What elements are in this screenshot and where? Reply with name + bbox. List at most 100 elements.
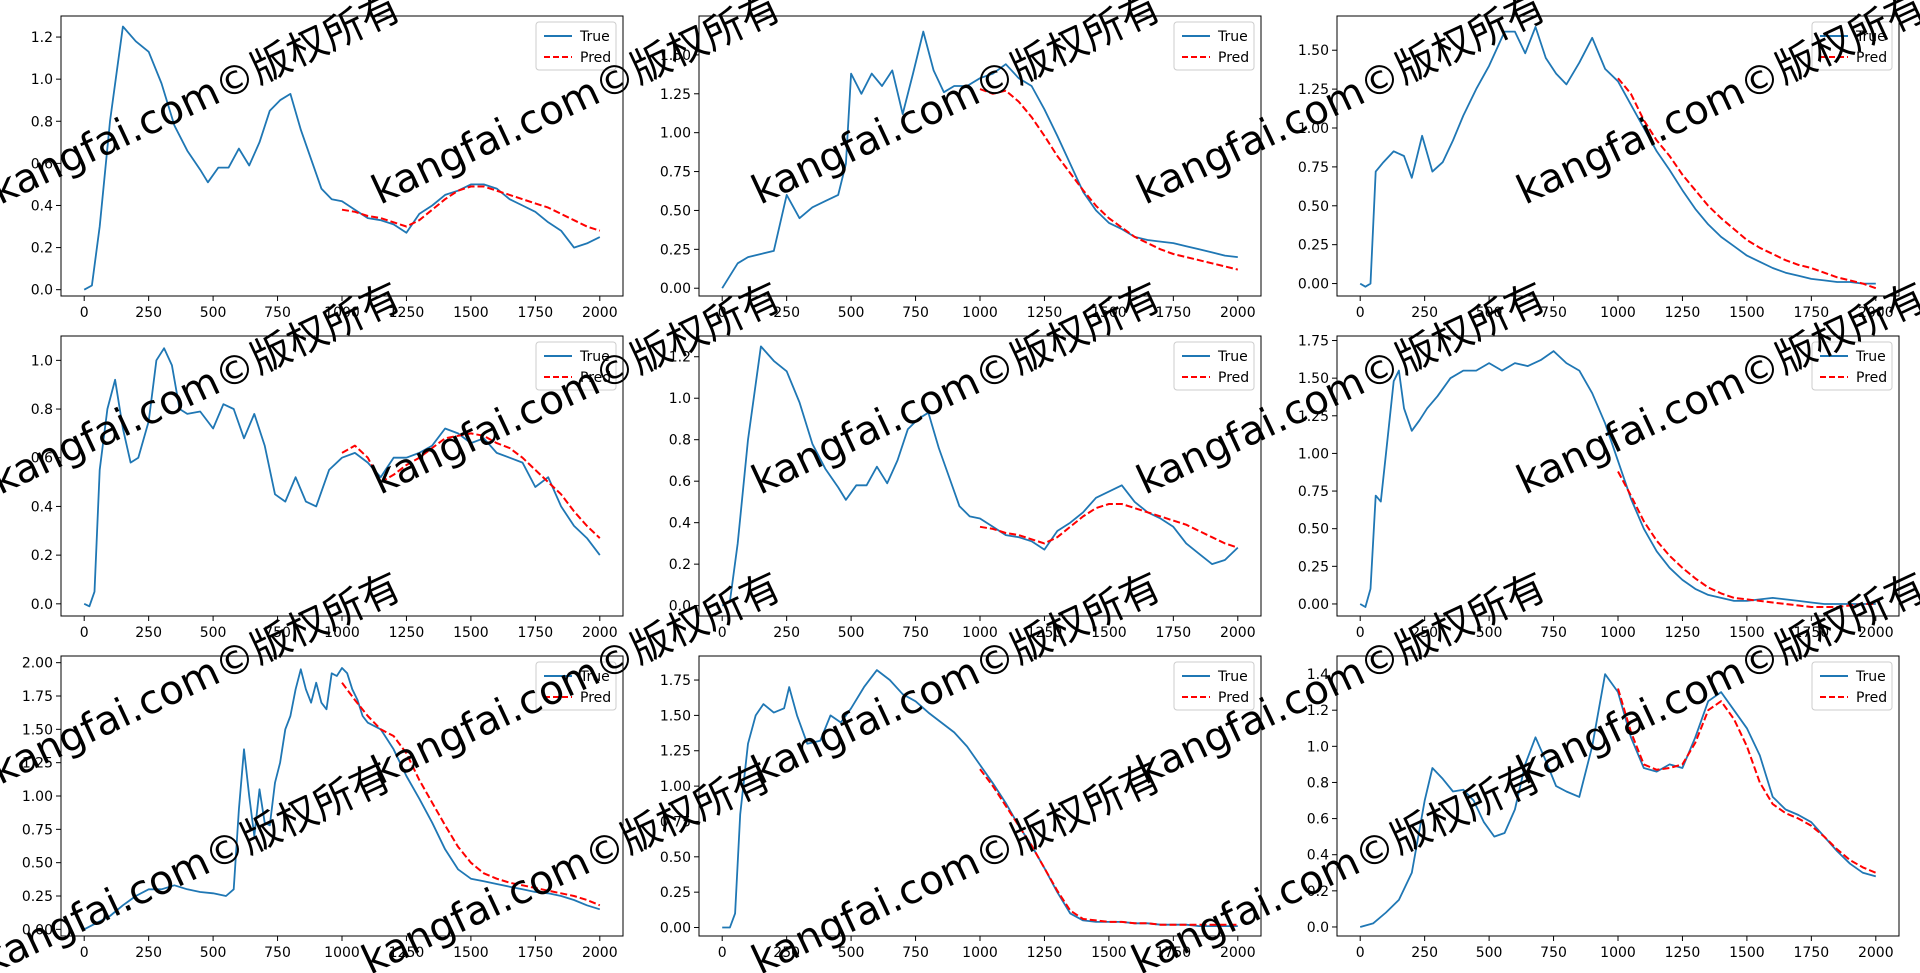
series-group [721,345,1239,607]
subplot-9: 0 250 500 750 1000 1250 1500 1750 2000 0.0 0.2 0.4 0… [1307,655,1900,961]
x-tick-label: 0 [718,945,727,961]
y-tick-label: 1.00 [22,789,53,805]
subplot-7: 0 250 500 750 1000 1250 1500 1750 2000 0.00 0.25 0.… [22,655,624,961]
x-tick-label: 1250 [1027,625,1063,641]
y-tick-label: 1.0 [31,72,53,88]
y-tick-label: 0.8 [669,433,691,449]
y-tick-label: 1.2 [1307,703,1329,719]
x-tick-label: 250 [1411,625,1438,641]
series-line-true [721,345,1239,607]
y-tick-label: 0.0 [31,597,53,613]
x-tick-label: 1500 [453,305,489,321]
axes-frame [1336,15,1900,297]
legend: True Pred [1173,661,1255,711]
x-tick-label: 500 [200,945,227,961]
x-tick-label: 1500 [1729,945,1765,961]
y-tick-label: 1.75 [22,689,53,705]
y-tick-label: 1.75 [1298,334,1329,350]
x-tick-label: 1000 [324,305,360,321]
x-tick-label: 1250 [389,945,425,961]
y-tick-label: 1.2 [669,350,691,366]
y-tick-label: 1.25 [660,87,691,103]
legend-label-pred: Pred [580,690,611,706]
x-tick-label: 1250 [1665,945,1701,961]
y-tick-label: 0.00 [22,922,53,938]
x-tick-label: 750 [1540,945,1567,961]
y-tick-label: 1.75 [660,673,691,689]
series-group [1359,25,1877,290]
legend-label-pred: Pred [1218,50,1249,66]
x-tick-label: 250 [773,945,800,961]
x-tick-label: 1500 [1729,305,1765,321]
series-group [83,25,601,291]
y-tick-label: 0.00 [1298,277,1329,293]
y-tick-label: 1.25 [660,744,691,760]
y-tick-label: 1.00 [660,779,691,795]
x-tick-label: 1000 [962,945,998,961]
x-tick-label: 1250 [1665,305,1701,321]
x-tick-label: 1000 [962,305,998,321]
series-line-pred [1617,688,1877,874]
x-tick-label: 1750 [518,625,554,641]
y-tick-label: 0.25 [22,889,53,905]
x-tick-label: 750 [1540,625,1567,641]
y-tick-label: 1.2 [31,30,53,46]
x-tick-label: 2000 [582,305,618,321]
y-tick-label: 0.2 [31,241,53,257]
y-tick-label: 0.75 [660,814,691,830]
legend-label-pred: Pred [580,50,611,66]
x-tick-label: 1000 [1600,945,1636,961]
legend-label-true: True [1855,669,1886,685]
legend-label-true: True [1217,29,1248,45]
series-line-pred [341,682,601,907]
y-tick-label: 0.00 [660,921,691,937]
axes-frame [1336,335,1900,617]
x-tick-label: 2000 [1220,305,1256,321]
y-tick-label: 1.4 [1307,667,1329,683]
y-tick-label: 0.50 [1298,199,1329,215]
series-line-true [83,667,601,931]
x-tick-label: 2000 [582,625,618,641]
x-tick-label: 2000 [1220,625,1256,641]
series-line-pred [1617,471,1876,608]
series-line-pred [341,185,601,232]
y-tick-label: 0.00 [660,281,691,297]
y-tick-label: 0.50 [1298,522,1329,538]
y-tick-label: 1.00 [660,126,691,142]
y-tick-label: 0.6 [1307,812,1329,828]
x-tick-label: 1500 [1091,305,1127,321]
x-tick-label: 750 [264,625,291,641]
legend-label-pred: Pred [1218,370,1249,386]
x-tick-label: 500 [200,625,227,641]
legend: True Pred [1811,661,1893,711]
y-tick-label: 0.6 [31,451,53,467]
x-tick-label: 1500 [453,625,489,641]
x-tick-label: 0 [80,305,89,321]
x-tick-label: 750 [1540,305,1567,321]
legend: True Pred [535,21,617,71]
x-tick-label: 1750 [1794,305,1830,321]
x-tick-label: 250 [135,625,162,641]
x-tick-label: 1750 [518,305,554,321]
x-tick-label: 750 [902,945,929,961]
x-tick-label: 250 [773,625,800,641]
x-tick-label: 1000 [1600,625,1636,641]
x-tick-label: 1750 [518,945,554,961]
y-tick-label: 1.25 [1298,409,1329,425]
y-tick-label: 0.25 [660,242,691,258]
x-tick-label: 1250 [1027,305,1063,321]
x-tick-label: 0 [80,625,89,641]
x-tick-label: 0 [718,625,727,641]
x-tick-label: 500 [1476,305,1503,321]
x-tick-label: 1250 [1027,945,1063,961]
x-tick-label: 0 [1356,625,1365,641]
x-tick-label: 2000 [1858,625,1894,641]
y-tick-label: 1.50 [22,722,53,738]
series-line-true [1359,25,1876,288]
series-line-true [83,347,601,608]
legend: True Pred [1811,341,1893,391]
x-tick-label: 1250 [1665,625,1701,641]
axes-frame [60,15,624,297]
x-tick-label: 2000 [1858,305,1894,321]
